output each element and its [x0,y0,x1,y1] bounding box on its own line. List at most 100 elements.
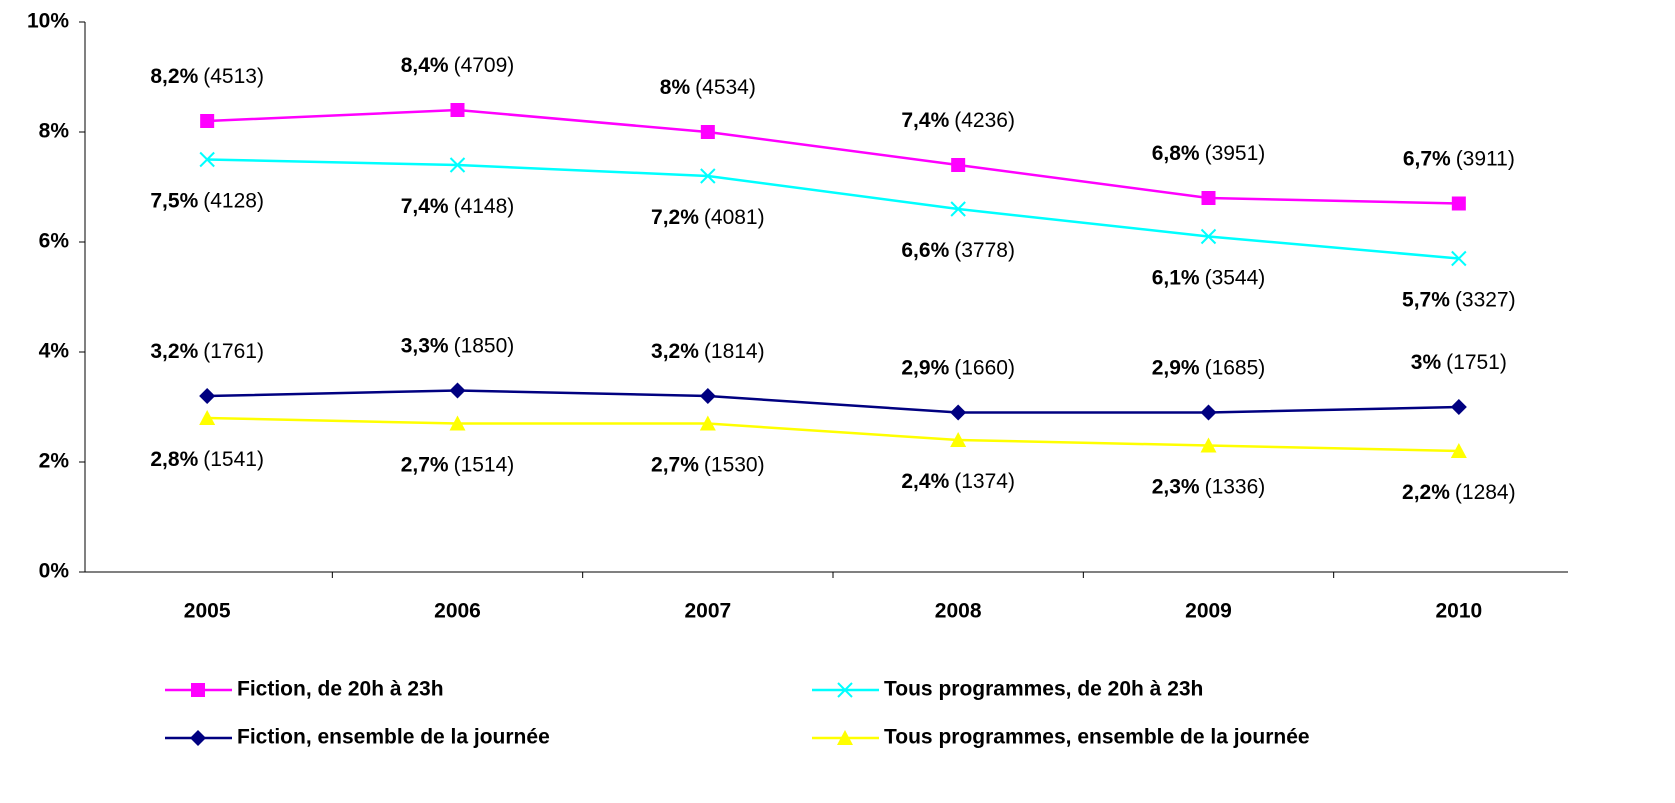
marker [1200,437,1217,453]
data-label-value: 2,4% [901,470,949,493]
data-label: 6,1% (3544) [1152,266,1266,289]
y-tick-label: 6% [39,230,70,253]
marker [1200,228,1217,245]
data-label-value: 6,7% [1403,147,1451,170]
data-label: 2,9% (1660) [901,356,1015,379]
data-label-count: (1374) [954,470,1015,493]
data-label-value: 2,7% [651,453,699,476]
marker [950,404,967,421]
data-label-count: (1284) [1455,481,1516,504]
data-label-value: 2,9% [901,356,949,379]
data-label: 2,8% (1541) [150,448,264,471]
data-label-count: (1685) [1205,356,1266,379]
x-tick-label: 2006 [434,600,481,623]
marker [950,432,967,447]
data-label-count: (1336) [1205,475,1266,498]
marker [449,415,466,431]
data-label-value: 2,8% [150,448,198,471]
legend-label: Fiction, de 20h à 23h [237,678,444,701]
marker [699,415,716,431]
data-label-value: 3% [1411,351,1442,374]
series-line [207,108,1459,205]
data-label-count: (1541) [203,448,264,471]
data-label-count: (1514) [454,453,515,476]
marker [449,382,466,399]
x-tick-label: 2009 [1185,600,1232,623]
data-label-value: 2,2% [1402,481,1450,504]
data-label-count: (3911) [1456,147,1515,170]
data-label-value: 8,4% [401,54,449,77]
data-label-value: 3,3% [401,334,449,357]
data-label-value: 7,2% [651,206,699,229]
data-label: 3,3% (1850) [401,334,515,357]
marker [1200,404,1217,421]
data-label-count: (3778) [954,239,1015,262]
data-label-count: (3951) [1205,142,1266,165]
y-tick-label: 10% [27,10,69,33]
data-label: 2,9% (1685) [1152,356,1266,379]
data-label: 3% (1751) [1411,351,1507,374]
data-label: 7,2% (4081) [651,206,765,229]
data-label-value: 7,4% [401,195,449,218]
data-label-value: 6,6% [901,239,949,262]
data-label-count: (3327) [1455,288,1516,311]
marker [449,157,466,173]
data-label-value: 2,3% [1152,475,1200,498]
series-line [207,416,1459,453]
data-label-count: (4709) [454,54,515,77]
marker [1451,250,1467,267]
x-tick-label: 2007 [684,600,731,623]
marker [699,388,716,404]
y-tick-label: 2% [39,450,70,473]
marker [700,125,715,139]
data-label: 6,8% (3951) [1152,142,1266,165]
data-label-value: 5,7% [1402,288,1450,311]
marker [1450,399,1467,415]
data-label-value: 6,1% [1152,266,1200,289]
data-label: 6,7% (3911) [1403,147,1515,170]
data-label-value: 2,9% [1152,356,1200,379]
data-label-value: 6,8% [1152,142,1200,165]
data-label-count: (1761) [203,340,264,363]
marker [190,730,206,746]
data-label-count: (1814) [704,340,765,363]
y-tick-label: 0% [39,560,70,583]
data-label: 8% (4534) [660,76,756,99]
data-label: 2,7% (1514) [401,453,515,476]
marker [700,168,716,184]
data-label-count: (1751) [1446,351,1507,374]
x-tick-label: 2008 [935,600,982,623]
legend-label: Fiction, ensemble de la journée [237,726,550,749]
data-label-value: 3,2% [150,340,198,363]
data-label: 2,3% (1336) [1152,475,1266,498]
marker [1201,191,1216,205]
marker [199,410,216,425]
data-label: 2,7% (1530) [651,453,765,476]
data-label-count: (4128) [203,189,264,212]
data-label-value: 7,4% [901,109,949,132]
marker [1450,443,1467,458]
data-label-value: 7,5% [150,189,198,212]
data-label-count: (1660) [954,356,1015,379]
x-tick-label: 2010 [1435,600,1482,623]
marker [199,388,216,404]
legend-label: Tous programmes, de 20h à 23h [884,678,1203,701]
series-line [207,158,1459,260]
data-label: 3,2% (1761) [150,340,264,363]
series-line [207,389,1459,414]
data-label-value: 2,7% [401,453,449,476]
data-label-count: (4148) [454,195,515,218]
marker [191,683,205,697]
y-tick-label: 8% [39,120,70,143]
marker [200,114,215,128]
data-label-count: (4236) [954,109,1015,132]
data-label-value: 8,2% [150,65,198,88]
data-label: 8,2% (4513) [150,65,264,88]
y-tick-label: 4% [39,340,70,363]
data-label-value: 3,2% [651,340,699,363]
data-label-value: 8% [660,76,691,99]
marker [1451,196,1466,211]
marker [837,682,853,698]
marker [950,201,966,217]
